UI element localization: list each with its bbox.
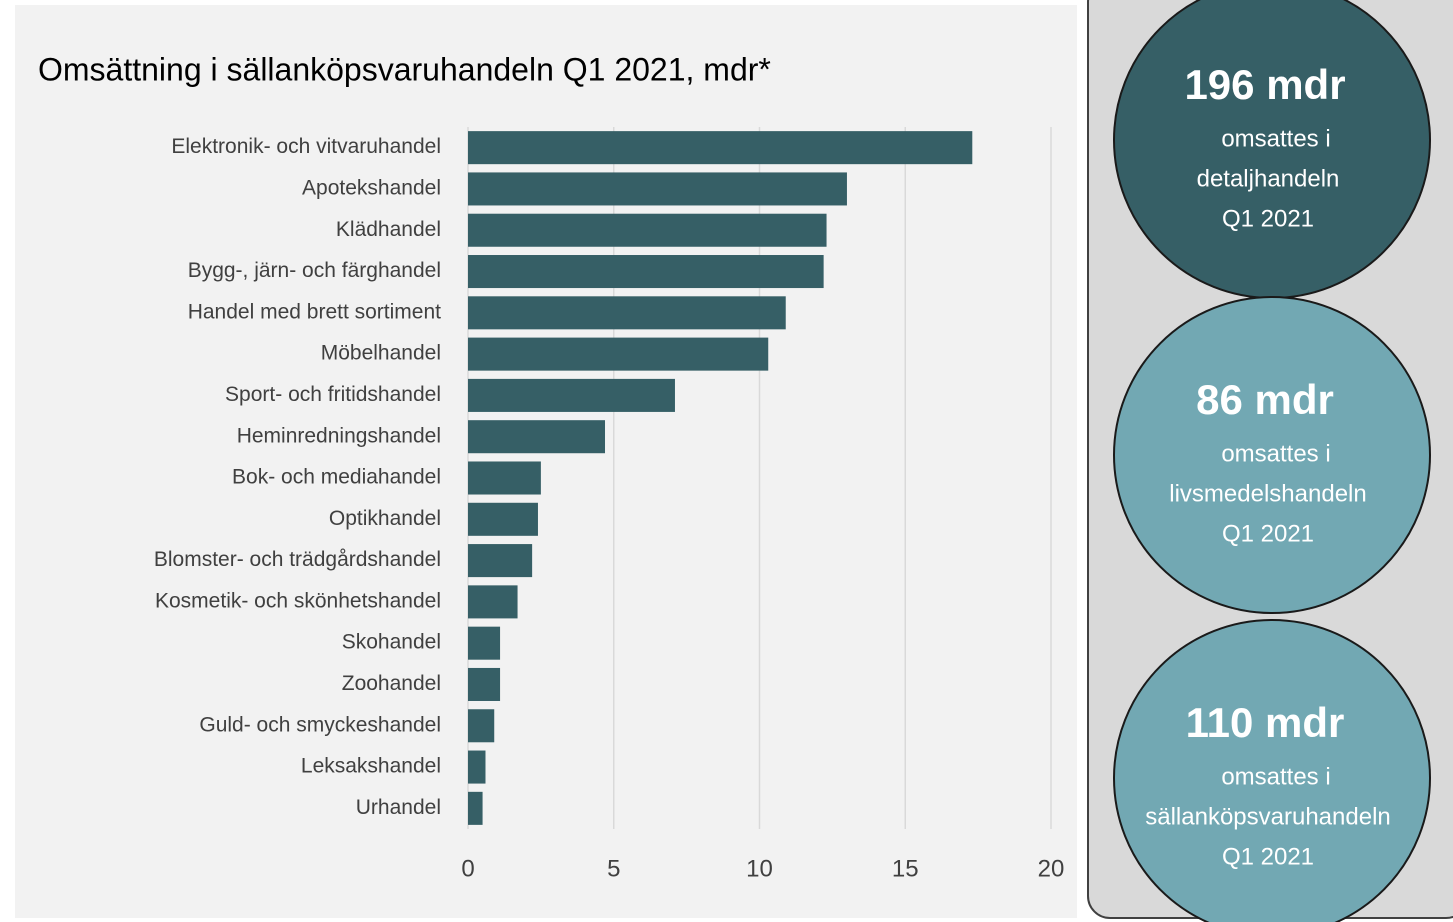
bar (468, 131, 973, 165)
x-tick-label: 5 (607, 855, 620, 882)
bar (468, 667, 501, 701)
stat-text: detaljhandeln (1197, 165, 1340, 192)
x-tick-label: 15 (892, 855, 919, 882)
stat-circle (1113, 619, 1431, 922)
y-tick-label: Bok- och mediahandel (232, 466, 441, 489)
stat-text: sällanköpsvaruhandeln (1145, 803, 1391, 830)
bar (468, 709, 495, 743)
bar (468, 626, 501, 660)
stat-text: Q1 2021 (1222, 843, 1314, 870)
x-tick-label: 0 (461, 855, 474, 882)
stat-text: omsattes i (1221, 125, 1330, 152)
bar (468, 255, 824, 289)
bar (468, 585, 518, 619)
stat-text: livsmedelshandeln (1169, 480, 1366, 507)
stat-circle (1113, 296, 1431, 614)
y-tick-label: Guld- och smyckeshandel (199, 713, 441, 736)
bar (468, 791, 483, 825)
stat-text: omsattes i (1221, 763, 1330, 790)
stat-text: Q1 2021 (1222, 205, 1314, 232)
y-tick-label: Skohandel (342, 631, 441, 654)
y-tick-label: Leksakshandel (301, 755, 441, 778)
stat-text: Q1 2021 (1222, 520, 1314, 547)
stat-heading: 110 mdr (1186, 699, 1345, 746)
stat-heading: 86 mdr (1196, 376, 1334, 423)
y-tick-label: Apotekshandel (302, 176, 441, 199)
bar (468, 213, 827, 247)
chart-title: Omsättning i sällanköpsvaruhandeln Q1 20… (38, 51, 771, 87)
stat-heading: 196 mdr (1184, 61, 1345, 108)
y-tick-label: Urhandel (356, 796, 441, 819)
y-tick-label: Kosmetik- och skönhetshandel (155, 589, 441, 612)
bar (468, 420, 606, 454)
bar (468, 378, 675, 412)
y-tick-label: Möbelhandel (321, 342, 441, 365)
bar (468, 296, 786, 330)
y-tick-label: Bygg-, järn- och färghandel (188, 259, 441, 282)
bar (468, 502, 538, 536)
bar (468, 172, 847, 206)
y-tick-label: Klädhandel (336, 218, 441, 241)
y-tick-label: Sport- och fritidshandel (225, 383, 441, 406)
x-tick-label: 20 (1038, 855, 1065, 882)
stat-text: omsattes i (1221, 440, 1330, 467)
bar (468, 461, 541, 495)
bar (468, 750, 486, 784)
y-tick-label: Blomster- och trädgårdshandel (154, 548, 441, 571)
y-tick-label: Optikhandel (329, 507, 441, 530)
bar (468, 544, 533, 578)
y-tick-label: Handel med brett sortiment (188, 300, 441, 323)
y-tick-label: Elektronik- och vitvaruhandel (171, 135, 441, 158)
bar (468, 337, 769, 371)
y-tick-label: Zoohandel (342, 672, 441, 695)
y-tick-label: Heminredningshandel (237, 424, 441, 447)
x-tick-label: 10 (746, 855, 773, 882)
